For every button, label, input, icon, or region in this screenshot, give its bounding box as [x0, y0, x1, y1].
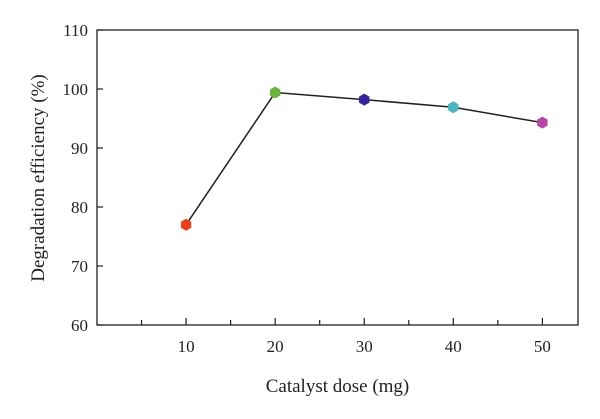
y-tick-label: 110 — [63, 21, 88, 40]
y-tick-label: 100 — [63, 80, 89, 99]
y-axis-title: Degradation efficiency (%) — [28, 74, 49, 282]
x-tick-label: 20 — [267, 337, 284, 356]
y-axis-ticks: 60 70 80 90 100 110 — [63, 21, 103, 335]
y-tick-label: 60 — [71, 316, 88, 335]
data-point-marker — [359, 93, 370, 106]
data-point-marker — [537, 116, 548, 129]
series-lines — [185, 91, 543, 226]
x-axis-ticks: 10 20 30 40 50 — [140, 318, 551, 356]
x-tick-label: 10 — [178, 337, 195, 356]
series-points — [180, 86, 548, 231]
x-tick-label: 30 — [356, 337, 373, 356]
plot-frame — [96, 29, 579, 326]
y-tick-label: 70 — [71, 257, 88, 276]
data-point-marker — [269, 86, 281, 99]
y-tick-label: 80 — [71, 198, 88, 217]
x-tick-label: 40 — [445, 337, 462, 356]
x-axis-title: Catalyst dose (mg) — [266, 376, 410, 397]
y-tick-label: 90 — [71, 139, 88, 158]
data-point-marker — [180, 218, 192, 231]
x-tick-label: 50 — [534, 337, 551, 356]
series-line — [185, 91, 543, 226]
data-point-marker — [448, 101, 459, 114]
